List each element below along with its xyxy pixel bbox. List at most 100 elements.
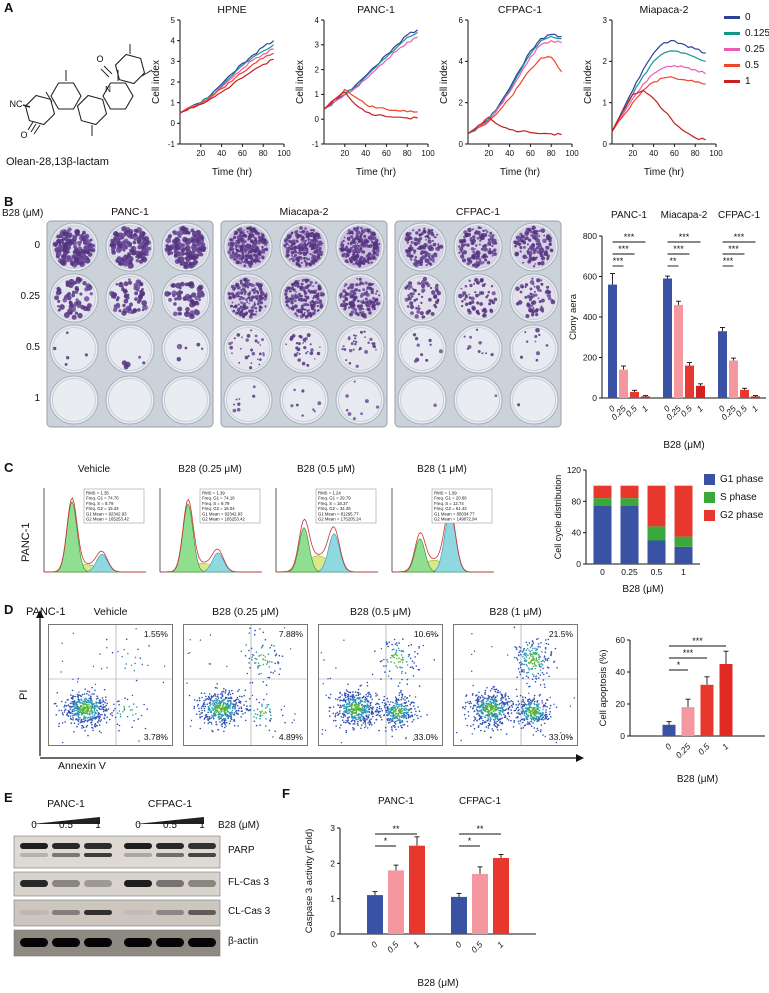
- legend-label: 0: [745, 12, 751, 23]
- colony-dot: [165, 237, 172, 244]
- dot: [410, 711, 413, 714]
- colony-dot: [321, 250, 324, 253]
- colony-dot: [312, 251, 314, 254]
- colony-dot: [316, 253, 321, 258]
- stat-line: RMS = 1.24: [318, 491, 341, 496]
- colony-dot: [237, 253, 241, 257]
- colony-dot: [433, 235, 436, 239]
- dot: [209, 711, 211, 713]
- colony-dot: [350, 342, 354, 345]
- colony-dot: [247, 247, 251, 251]
- dot: [274, 670, 276, 672]
- colony-dot: [303, 241, 307, 244]
- colony-dot: [180, 225, 186, 231]
- dot: [279, 668, 281, 670]
- colony-dot: [408, 288, 411, 290]
- dot: [92, 665, 95, 667]
- dot: [335, 712, 337, 715]
- colony-dot: [242, 234, 246, 238]
- dot: [381, 710, 384, 712]
- colony-dot: [250, 348, 254, 352]
- colony-dot: [429, 343, 432, 346]
- colony-dot: [468, 296, 472, 300]
- colony-dot: [53, 242, 58, 247]
- colony-dot: [433, 403, 437, 407]
- dot: [394, 726, 396, 728]
- dot: [206, 718, 209, 720]
- dot: [360, 708, 363, 711]
- dot: [94, 725, 97, 728]
- dot: [106, 702, 108, 705]
- dot: [224, 713, 226, 715]
- colony-dot: [254, 334, 258, 338]
- colony-dot: [486, 294, 489, 297]
- well: [397, 375, 447, 425]
- colony-dot: [236, 261, 240, 265]
- colony-dot: [340, 248, 344, 253]
- dot: [278, 673, 281, 676]
- dot: [384, 702, 386, 704]
- colony-dot: [535, 278, 541, 283]
- dot: [122, 711, 124, 713]
- colony-dot: [136, 236, 142, 243]
- colony-dot: [293, 299, 297, 303]
- dot: [240, 707, 243, 710]
- colony-dot: [375, 249, 380, 253]
- dot: [371, 698, 373, 701]
- colony-dot: [303, 290, 307, 294]
- group-title: Miacapa-2: [661, 210, 708, 221]
- dot: [106, 709, 108, 712]
- dot: [68, 705, 71, 708]
- colony-dot: [241, 230, 244, 233]
- dot: [218, 717, 221, 720]
- stat-line: G1 Mean = 92342.93: [86, 511, 127, 516]
- dot: [400, 726, 403, 729]
- dot: [216, 702, 218, 705]
- dot: [210, 721, 212, 723]
- colony-dot: [249, 290, 252, 293]
- colony-dot: [309, 280, 313, 285]
- colony-dot: [353, 227, 356, 230]
- dot: [376, 713, 379, 716]
- colony-dot: [200, 246, 206, 252]
- colony-dot: [168, 297, 173, 302]
- colony-dot: [476, 301, 480, 305]
- colony-dot: [515, 286, 520, 292]
- dot: [74, 709, 76, 712]
- x-tick-label: 1: [681, 567, 686, 577]
- dot: [235, 710, 237, 713]
- dot: [214, 715, 217, 717]
- dot: [100, 732, 102, 734]
- dot: [256, 708, 259, 710]
- dot: [361, 715, 363, 717]
- colony-dot: [467, 227, 472, 233]
- colony-dot: [478, 293, 481, 296]
- colony-dot: [488, 302, 492, 306]
- x-tick-label: 60: [670, 149, 679, 158]
- dot: [99, 714, 102, 716]
- colony-dot: [164, 291, 171, 297]
- dot: [237, 690, 239, 693]
- colony-dot: [263, 298, 267, 301]
- dot: [211, 700, 214, 702]
- bar: [729, 360, 738, 398]
- dot: [200, 712, 202, 714]
- stat-line: Freq. G1 = 74.76: [86, 496, 119, 501]
- dot: [394, 720, 397, 723]
- dot: [283, 627, 286, 629]
- dot: [255, 658, 258, 660]
- colony-dot: [534, 309, 539, 313]
- colony-dot: [461, 304, 464, 308]
- colony-dot: [84, 296, 90, 302]
- colony-dot: [364, 301, 369, 305]
- stain-wash: [513, 328, 555, 370]
- dot: [101, 708, 103, 710]
- dot: [72, 696, 74, 698]
- colony-dot: [476, 281, 480, 285]
- colony-dot: [318, 236, 322, 240]
- colony-dot: [524, 283, 529, 287]
- colony-dot: [238, 361, 241, 364]
- colony-dot: [53, 346, 57, 351]
